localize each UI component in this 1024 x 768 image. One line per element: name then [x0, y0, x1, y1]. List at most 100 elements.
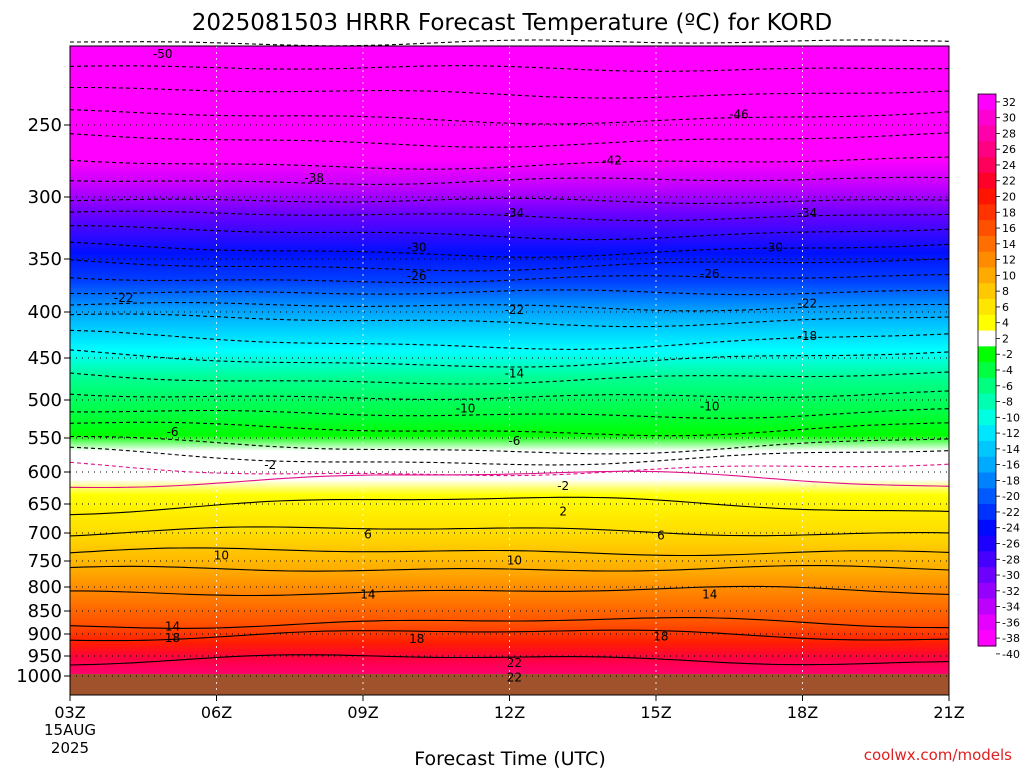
pressure-tick-label: 750: [28, 551, 62, 572]
pressure-tick-label: 500: [28, 390, 62, 411]
isotherm-contours: [69, 39, 950, 666]
colorbar-tick-label: 10: [1002, 269, 1016, 282]
below-ground-fill: [70, 674, 949, 695]
chart-title: 2025081503 HRRR Forecast Temperature (ºC…: [192, 10, 833, 36]
colorbar-swatch: [978, 582, 996, 600]
isotherm-label: -26: [407, 269, 427, 283]
isotherm-line: [69, 470, 950, 489]
isotherm-label: 14: [360, 588, 375, 602]
isotherm-label: -30: [407, 241, 427, 255]
colorbar-tick-label: -8: [1002, 396, 1013, 409]
colorbar-tick-label: -2: [1002, 348, 1013, 361]
colorbar-swatch: [978, 299, 996, 316]
isotherm-label: -22: [114, 291, 134, 305]
isotherm-label: 22: [507, 656, 522, 670]
colorbar-tick-label: -14: [1002, 443, 1020, 456]
isotherm-label: -46: [729, 107, 749, 121]
colorbar-tick-label: 14: [1002, 238, 1016, 251]
date-label-day: 15AUG: [44, 721, 96, 739]
pressure-tick-label: 800: [28, 577, 62, 598]
colorbar-tick-label: 2: [1002, 332, 1009, 345]
colorbar-swatch: [978, 172, 996, 190]
colorbar-tick-label: -28: [1002, 553, 1020, 566]
isotherm-label: 10: [214, 548, 229, 562]
colorbar-swatch: [978, 220, 996, 237]
colorbar-tick-label: -12: [1002, 427, 1020, 440]
colorbar-swatch: [978, 346, 996, 363]
isotherm-line: [70, 39, 950, 47]
colorbar-tick-label: 26: [1002, 143, 1016, 156]
colorbar-tick-label: 22: [1002, 175, 1016, 188]
pressure-tick-label: 850: [28, 601, 62, 622]
pressure-axis: 2503003504004505005506006507007508008509…: [16, 115, 70, 687]
colorbar-tick-label: -24: [1002, 522, 1020, 535]
time-tick-label: 15Z: [640, 703, 671, 722]
colorbar-tick-label: -30: [1002, 569, 1020, 582]
colorbar-swatch: [978, 204, 996, 221]
colorbar-tick-label: 8: [1002, 285, 1009, 298]
colorbar-swatch: [978, 314, 996, 332]
pressure-tick-label: 400: [28, 302, 62, 323]
pressure-tick-label: 1000: [16, 666, 62, 687]
colorbar-tick-label: -10: [1002, 411, 1020, 424]
plot-area: -50-46-42-38-34 -34-30 -30-26 -26-22-22 -22-…: [69, 39, 950, 696]
colorbar-tick-label: -40: [1002, 648, 1020, 661]
colorbar-tick-label: -36: [1002, 616, 1020, 629]
colorbar-swatch: [978, 267, 996, 284]
isotherm-label: -34: [505, 206, 525, 220]
colorbar-tick-label: -34: [1002, 601, 1020, 614]
colorbar-swatch: [978, 125, 996, 142]
isotherm-line: [70, 585, 950, 597]
colorbar-swatch: [978, 393, 996, 411]
time-tick-label: 03Z: [54, 703, 85, 722]
pressure-tick-label: 650: [28, 494, 62, 515]
colorbar-swatch: [978, 630, 996, 647]
colorbar-swatch: [978, 94, 996, 111]
colorbar-tick-label: 30: [1002, 112, 1016, 125]
isotherm-labels: -50-46-42-38-34 -34-30 -30-26 -26-22-22 -22-…: [114, 47, 818, 684]
colorbar-swatch: [978, 362, 996, 379]
colorbar-swatch: [978, 440, 996, 458]
time-tick-label: 21Z: [933, 703, 964, 722]
colorbar-tick-label: 20: [1002, 191, 1016, 204]
pressure-tick-label: 550: [28, 428, 62, 449]
isotherm-line: [69, 496, 950, 516]
isotherm-line: [69, 654, 950, 666]
colorbar-tick-label: 24: [1002, 159, 1016, 172]
isotherm-label: -22: [798, 296, 818, 310]
isotherm-line: [69, 526, 950, 537]
colorbar-swatch: [978, 283, 996, 300]
isotherm-label: -6: [508, 434, 520, 448]
colorbar-swatch: [978, 598, 996, 616]
colorbar-tick-label: 12: [1002, 254, 1016, 267]
isotherm-label: -26: [700, 267, 720, 281]
colorbar-swatch: [978, 188, 996, 205]
colorbar-tick-label: 16: [1002, 222, 1016, 235]
time-axis: 03Z 06Z 09Z 12Z 15Z 18Z 21Z: [54, 695, 965, 722]
colorbar-tick-label: -6: [1002, 380, 1013, 393]
credit-label: coolwx.com/models: [864, 746, 1012, 764]
pressure-tick-label: 300: [28, 187, 62, 208]
isotherm-line: [69, 629, 950, 642]
isotherm-label: 2: [559, 504, 567, 518]
isotherm-label: 6: [364, 528, 372, 542]
pressure-tick-label: 950: [28, 646, 62, 667]
colorbar-tick-label: 32: [1002, 96, 1016, 109]
colorbar-swatch: [978, 488, 996, 505]
colorbar-swatch: [978, 330, 996, 347]
isotherm-label: 18: [409, 632, 424, 646]
isotherm-label: -30: [763, 241, 783, 255]
colorbar-swatch: [978, 614, 996, 631]
colorbar-swatch: [978, 472, 996, 489]
isotherm-line: [69, 547, 950, 557]
colorbar-swatch: [978, 456, 996, 474]
colorbar-tick-label: 18: [1002, 206, 1016, 219]
isotherm-label: 22: [507, 670, 522, 684]
colorbar-tick-label: -20: [1002, 490, 1020, 503]
colorbar-tick-label: -4: [1002, 364, 1013, 377]
isotherm-label: 18: [165, 631, 180, 645]
isotherm-label: 14: [165, 619, 180, 633]
colorbar-swatch: [978, 567, 996, 584]
isotherm-label: -2: [264, 458, 276, 472]
